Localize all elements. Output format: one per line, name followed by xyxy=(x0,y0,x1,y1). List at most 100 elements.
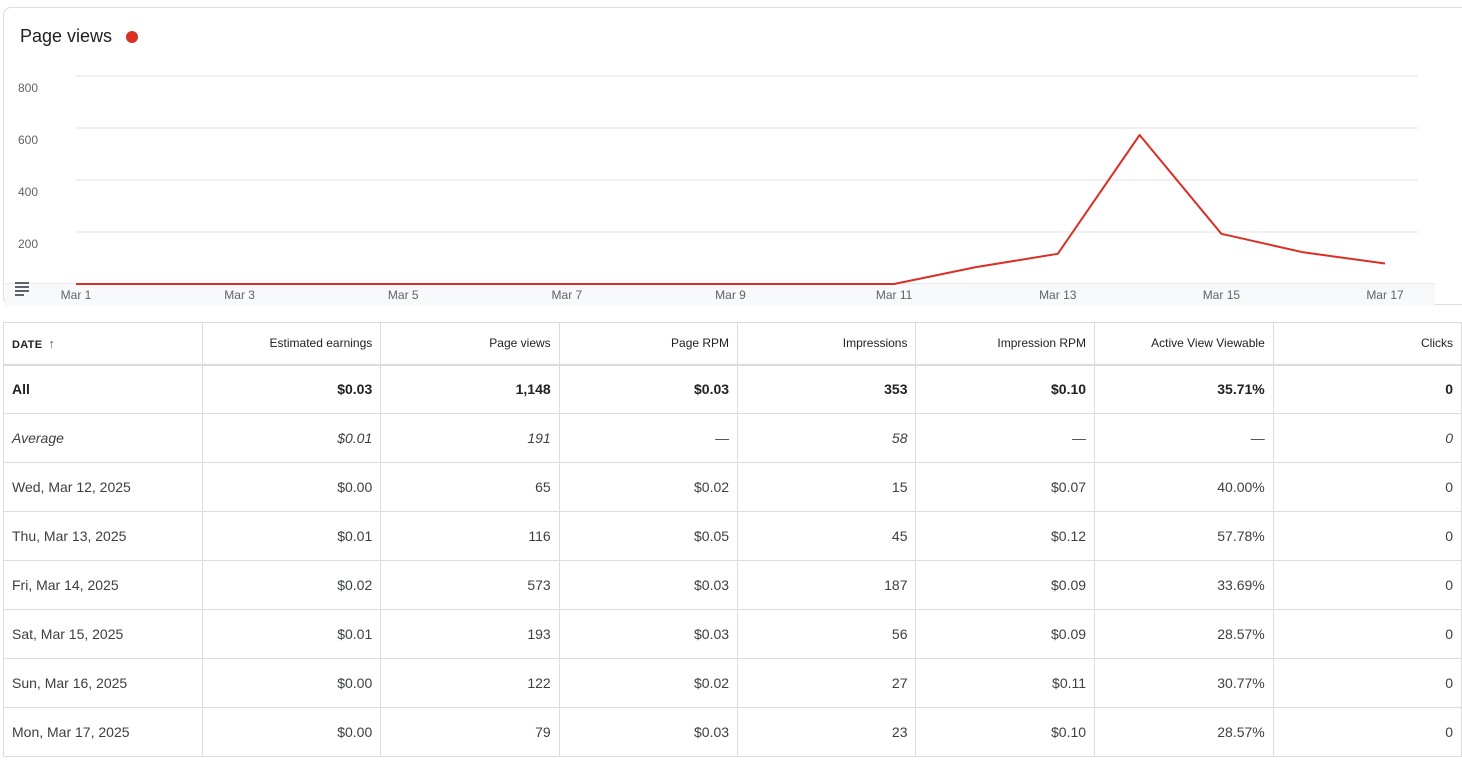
average-cell: — xyxy=(915,413,1096,463)
table-row: Sat, Mar 15, 2025 $0.01 193 $0.03 56 $0.09 28.… xyxy=(3,609,1462,659)
table-row: Mon, Mar 17, 2025 $0.00 79 $0.03 23 $0.10 28.5… xyxy=(3,707,1462,757)
table-row: Fri, Mar 14, 2025 $0.02 573 $0.03 187 $0.09 33… xyxy=(3,560,1462,610)
total-cell: $0.10 xyxy=(915,364,1096,414)
total-cell: $0.03 xyxy=(201,364,382,414)
x-tick-label: Mar 1 xyxy=(61,288,92,302)
x-tick-label: Mar 5 xyxy=(388,288,419,302)
table-cell: $0.03 xyxy=(558,707,739,757)
page-views-chart-card: Page views xyxy=(3,7,1462,305)
average-cell: — xyxy=(1094,413,1274,463)
table-cell: 0 xyxy=(1272,658,1462,708)
column-header-active-view-viewable[interactable]: Active View Viewable xyxy=(1094,322,1274,366)
table-cell: 45 xyxy=(737,511,917,561)
table-cell: $0.02 xyxy=(558,462,739,512)
chart-menu-icon[interactable] xyxy=(15,282,29,296)
x-tick-label: Mar 7 xyxy=(552,288,583,302)
y-tick-label: 200 xyxy=(18,237,38,251)
row-date: Wed, Mar 12, 2025 xyxy=(3,462,203,512)
table-cell: $0.01 xyxy=(201,609,382,659)
total-row: All $0.03 1,148 $0.03 353 $0.10 35.71% 0 xyxy=(3,364,1462,414)
table-cell: $0.01 xyxy=(201,511,382,561)
average-label: Average xyxy=(3,413,203,463)
y-tick-label: 400 xyxy=(18,185,38,199)
table-cell: $0.03 xyxy=(558,560,739,610)
total-cell: $0.03 xyxy=(558,364,739,414)
table-cell: 0 xyxy=(1272,609,1462,659)
y-tick-label: 800 xyxy=(18,81,38,95)
table-cell: $0.10 xyxy=(915,707,1096,757)
table-cell: 0 xyxy=(1272,707,1462,757)
table-header-row: DATE ↑ Estimated earnings Page views Page… xyxy=(3,322,1462,366)
column-header-page-rpm[interactable]: Page RPM xyxy=(558,322,739,366)
table-cell: 40.00% xyxy=(1094,462,1274,512)
column-header-impressions[interactable]: Impressions xyxy=(737,322,917,366)
column-header-clicks[interactable]: Clicks xyxy=(1272,322,1462,366)
table-cell: 56 xyxy=(737,609,917,659)
table-cell: 193 xyxy=(380,609,560,659)
table-cell: $0.02 xyxy=(201,560,382,610)
table-cell: 79 xyxy=(380,707,560,757)
row-date: Mon, Mar 17, 2025 xyxy=(3,707,203,757)
table-cell: 573 xyxy=(380,560,560,610)
page-views-line-chart: 200 400 600 800 Mar 1 Mar 3 Mar 5 Mar 7 Mar 9 Mar… xyxy=(18,75,1418,302)
total-cell: 1,148 xyxy=(380,364,560,414)
table-cell: 28.57% xyxy=(1094,707,1274,757)
average-cell: 0 xyxy=(1272,413,1462,463)
table-cell: $0.00 xyxy=(201,707,382,757)
table-cell: $0.00 xyxy=(201,462,382,512)
table-cell: $0.09 xyxy=(915,609,1096,659)
table-cell: 0 xyxy=(1272,560,1462,610)
table-cell: $0.02 xyxy=(558,658,739,708)
table-cell: 122 xyxy=(380,658,560,708)
table-cell: $0.07 xyxy=(915,462,1096,512)
table-cell: 57.78% xyxy=(1094,511,1274,561)
table-cell: 65 xyxy=(380,462,560,512)
table-cell: 27 xyxy=(737,658,917,708)
sort-ascending-icon[interactable]: ↑ xyxy=(48,335,56,351)
chart-title: Page views xyxy=(20,26,113,46)
x-tick-label: Mar 9 xyxy=(715,288,746,302)
table-cell: $0.00 xyxy=(201,658,382,708)
table-row: Wed, Mar 12, 2025 $0.00 65 $0.02 15 $0.07 40.0… xyxy=(3,462,1462,512)
table-cell: 116 xyxy=(380,511,560,561)
table-cell: $0.05 xyxy=(558,511,739,561)
column-header-page-views[interactable]: Page views xyxy=(380,322,560,366)
table-cell: $0.03 xyxy=(558,609,739,659)
table-cell: 0 xyxy=(1272,462,1462,512)
x-tick-label: Mar 3 xyxy=(224,288,255,302)
report-table: DATE ↑ Estimated earnings Page views Page… xyxy=(3,322,1462,757)
table-cell: $0.12 xyxy=(915,511,1096,561)
table-cell: 0 xyxy=(1272,511,1462,561)
row-date: Sat, Mar 15, 2025 xyxy=(3,609,203,659)
row-date: Thu, Mar 13, 2025 xyxy=(3,511,203,561)
total-cell: 353 xyxy=(737,364,917,414)
total-label: All xyxy=(3,364,203,414)
x-tick-label: Mar 17 xyxy=(1366,288,1404,302)
average-cell: — xyxy=(558,413,739,463)
table-cell: 23 xyxy=(737,707,917,757)
table-cell: 15 xyxy=(737,462,917,512)
column-header-date[interactable]: DATE ↑ xyxy=(3,322,203,366)
column-header-impression-rpm[interactable]: Impression RPM xyxy=(915,322,1096,366)
table-cell: 30.77% xyxy=(1094,658,1274,708)
table-cell: $0.11 xyxy=(915,658,1096,708)
table-cell: 187 xyxy=(737,560,917,610)
table-row: Sun, Mar 16, 2025 $0.00 122 $0.02 27 $0.11 30.… xyxy=(3,658,1462,708)
table-cell: $0.09 xyxy=(915,560,1096,610)
total-cell: 35.71% xyxy=(1094,364,1274,414)
column-header-estimated-earnings[interactable]: Estimated earnings xyxy=(201,322,382,366)
average-row: Average $0.01 191 — 58 — — 0 xyxy=(3,413,1462,463)
table-cell: 33.69% xyxy=(1094,560,1274,610)
table-row: Thu, Mar 13, 2025 $0.01 116 $0.05 45 $0.12 57.… xyxy=(3,511,1462,561)
row-date: Fri, Mar 14, 2025 xyxy=(3,560,203,610)
series-line xyxy=(76,134,1386,285)
row-date: Sun, Mar 16, 2025 xyxy=(3,658,203,708)
average-cell: $0.01 xyxy=(201,413,382,463)
x-tick-label: Mar 13 xyxy=(1039,288,1077,302)
average-cell: 191 xyxy=(380,413,560,463)
x-tick-label: Mar 15 xyxy=(1203,288,1241,302)
total-cell: 0 xyxy=(1272,364,1462,414)
legend-dot-icon xyxy=(126,31,138,43)
y-tick-label: 600 xyxy=(18,133,38,147)
average-cell: 58 xyxy=(737,413,917,463)
